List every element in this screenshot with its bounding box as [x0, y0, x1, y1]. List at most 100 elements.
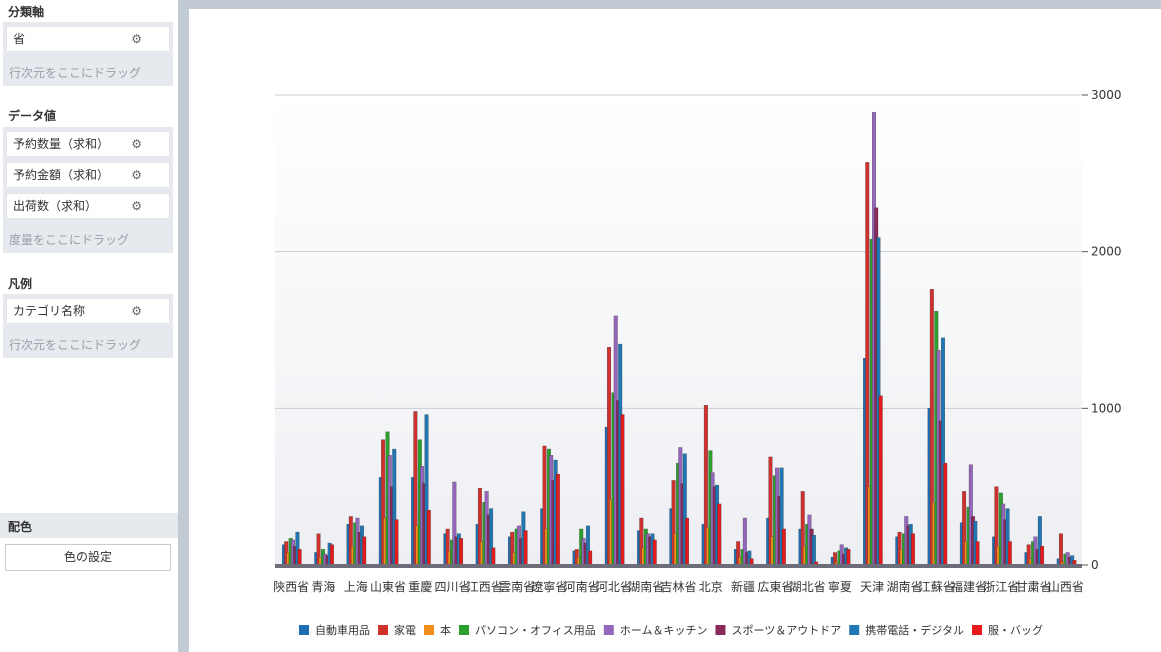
y-tick-label: 0 — [1091, 558, 1099, 572]
legend-drop-area[interactable]: カテゴリ名称 ⚙ 行次元をここにドラッグ — [3, 294, 173, 358]
x-category-label: 寧夏 — [828, 579, 852, 594]
x-category-label: 四川省 — [435, 580, 471, 594]
x-category-label: 河北省 — [596, 580, 632, 594]
panel-divider[interactable] — [178, 0, 189, 652]
value-field-label: 予約数量（求和） — [13, 137, 110, 151]
legend-field-label: カテゴリ名称 — [13, 304, 86, 318]
bar[interactable] — [975, 541, 980, 566]
bar[interactable] — [362, 536, 367, 566]
x-category-label: 遼寧省 — [531, 579, 567, 594]
bar[interactable] — [1058, 533, 1063, 566]
x-category-label: 浙江省 — [983, 580, 1019, 594]
bar[interactable] — [878, 395, 883, 566]
legend-label[interactable]: 本 — [440, 623, 451, 637]
value-field-label: 予約金額（求和） — [13, 168, 110, 182]
legend-label[interactable]: 服・バッグ — [988, 623, 1043, 637]
top-bar — [189, 0, 1161, 9]
gear-icon[interactable]: ⚙ — [131, 32, 142, 46]
bar[interactable] — [717, 503, 722, 566]
x-category-label: 陝西省 — [273, 579, 309, 594]
axis-field-province[interactable]: 省 ⚙ — [6, 26, 170, 52]
legend-swatch[interactable] — [849, 625, 860, 635]
x-category-label: 広東省 — [757, 580, 793, 594]
x-category-label: 湖南省 — [886, 579, 922, 594]
legend-swatch[interactable] — [299, 625, 309, 635]
bar[interactable] — [588, 550, 593, 566]
axis-drop-area[interactable]: 省 ⚙ 行次元をここにドラッグ — [3, 22, 173, 86]
legend-label[interactable]: スポーツ＆アウトドア — [731, 624, 841, 637]
value-field-shipped-qty[interactable]: 出荷数（求和） ⚙ — [6, 193, 170, 219]
bar[interactable] — [491, 547, 496, 566]
x-category-label: 重慶 — [408, 580, 432, 594]
legend-label[interactable]: ホーム＆キッチン — [620, 624, 708, 637]
bar[interactable] — [1007, 541, 1012, 566]
bar[interactable] — [781, 528, 786, 566]
bar-chart: 0 1000 2000 3000 陝西省 青海 上海 山東省 重慶 四川省江西省雲南省遼寧省河南… — [273, 88, 1122, 637]
bar[interactable] — [426, 509, 431, 566]
x-category-label: 湖北省 — [790, 579, 826, 594]
color-section-title: 配色 — [8, 520, 33, 534]
x-category-label: 北京 — [699, 580, 723, 594]
x-category-label: 青海 — [311, 579, 335, 594]
axis-drop-hint: 行次元をここにドラッグ — [9, 66, 142, 80]
legend-swatch[interactable] — [378, 625, 388, 635]
gear-icon[interactable]: ⚙ — [131, 199, 142, 213]
bar[interactable] — [943, 462, 948, 566]
x-axis-baseline — [275, 564, 1082, 568]
legend-label[interactable]: 自動車用品 — [315, 623, 370, 637]
gear-icon[interactable]: ⚙ — [131, 304, 142, 318]
legend-swatch[interactable] — [603, 625, 614, 635]
bar[interactable] — [394, 519, 399, 566]
gear-icon[interactable]: ⚙ — [131, 168, 142, 182]
x-category-label: 雲南省 — [499, 579, 535, 594]
bar[interactable] — [620, 414, 625, 566]
legend-swatch[interactable] — [424, 625, 434, 635]
x-category-label: 江蘇省 — [919, 580, 955, 594]
y-tick-label: 3000 — [1091, 88, 1122, 102]
bar[interactable] — [523, 530, 528, 566]
bar[interactable] — [297, 549, 302, 566]
x-category-label: 上海 — [344, 579, 368, 594]
x-category-label: 江西省 — [467, 580, 503, 594]
x-category-label: 山東省 — [370, 580, 406, 594]
value-drop-hint: 度量をここにドラッグ — [9, 233, 130, 247]
axis-section-title: 分類軸 — [8, 5, 45, 19]
value-drop-area[interactable]: 予約数量（求和） ⚙ 予約金額（求和） ⚙ 出荷数（求和） ⚙ 度量をここにドラ… — [3, 127, 173, 253]
x-category-label: 甘粛省 — [1016, 580, 1052, 594]
legend-swatch[interactable] — [459, 625, 469, 635]
legend-section-title: 凡例 — [8, 277, 33, 291]
color-settings-button[interactable]: 色の設定 — [5, 544, 171, 571]
legend-swatch[interactable] — [972, 625, 983, 635]
x-category-label: 福建省 — [951, 579, 987, 594]
legend-label[interactable]: パソコン・オフィス用品 — [475, 624, 596, 637]
legend-label[interactable]: 携帯電話・デジタル — [865, 623, 964, 637]
bar[interactable] — [459, 538, 464, 566]
x-category-label: 天津 — [860, 580, 884, 594]
legend-label[interactable]: 家電 — [394, 623, 416, 637]
bar[interactable] — [652, 539, 657, 566]
y-tick-label: 2000 — [1091, 245, 1122, 259]
bar[interactable] — [329, 544, 334, 566]
color-section-header: 配色 — [0, 513, 178, 538]
bar[interactable] — [846, 549, 851, 566]
value-field-label: 出荷数（求和） — [13, 199, 98, 213]
x-category-label: 河南省 — [564, 579, 600, 594]
legend-field-category[interactable]: カテゴリ名称 ⚙ — [6, 298, 170, 324]
bar[interactable] — [910, 533, 915, 566]
value-field-order-amount[interactable]: 予約金額（求和） ⚙ — [6, 162, 170, 188]
axis-field-label: 省 — [13, 32, 26, 46]
x-category-label: 新疆 — [731, 579, 755, 594]
bar[interactable] — [1040, 546, 1045, 566]
gear-icon[interactable]: ⚙ — [131, 137, 142, 151]
x-category-label: 湖南省 — [628, 579, 664, 594]
bar[interactable] — [555, 473, 560, 566]
legend-drop-hint: 行次元をここにドラッグ — [9, 338, 142, 352]
value-field-order-qty[interactable]: 予約数量（求和） ⚙ — [6, 131, 170, 157]
bar[interactable] — [684, 517, 689, 566]
config-panel: 分類軸 省 ⚙ 行次元をここにドラッグ データ値 予約数量（求和） ⚙ 予約金額… — [0, 0, 178, 652]
y-tick-label: 1000 — [1091, 401, 1122, 415]
x-category-label: 吉林省 — [660, 580, 696, 594]
legend-swatch[interactable] — [715, 625, 726, 635]
bar[interactable] — [811, 535, 816, 566]
